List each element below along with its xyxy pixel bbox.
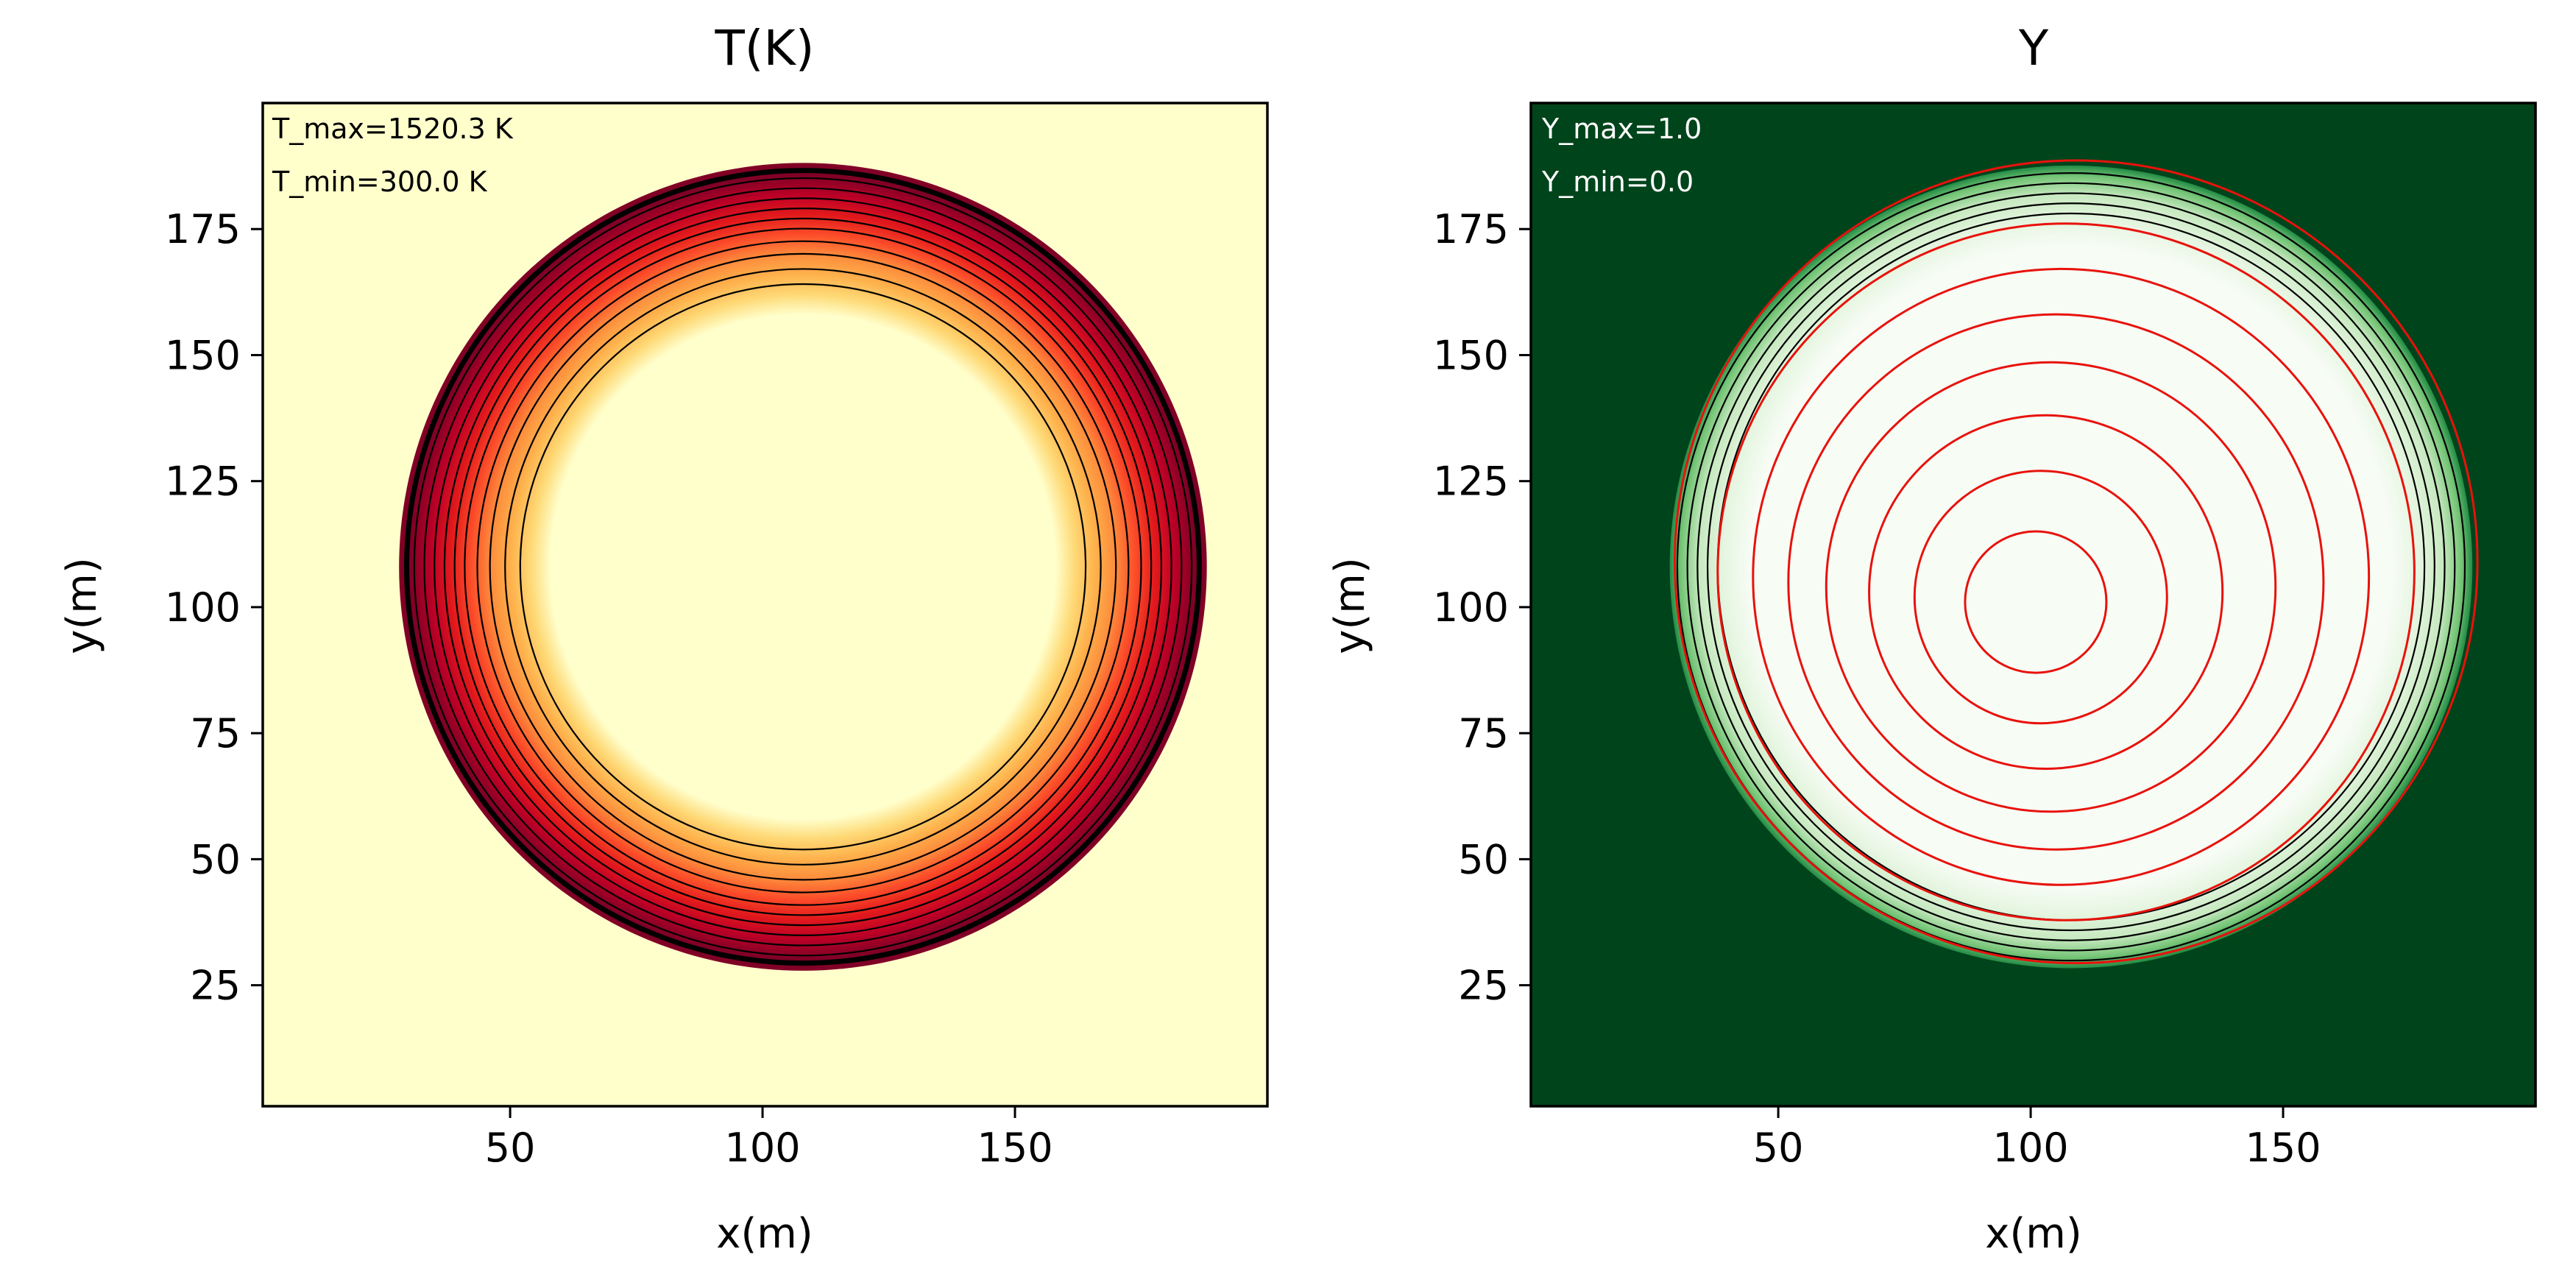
mass-fraction-x-axis-label: x(m) — [1985, 1210, 2081, 1258]
y-tick-label: 25 — [190, 963, 241, 1009]
mass-fraction-black-contour-2 — [1706, 202, 2435, 932]
y-tick-label: 175 — [1433, 206, 1509, 252]
y-tick-label: 50 — [190, 836, 241, 882]
temperature-front-contour — [403, 168, 1202, 966]
x-tick-label: 50 — [485, 1125, 536, 1171]
x-tick-label: 150 — [2245, 1125, 2321, 1171]
x-tick-label: 50 — [1753, 1125, 1804, 1171]
mass-fraction-red-contour-6 — [1752, 267, 2371, 886]
mass-fraction-red-contour-4 — [1825, 361, 2277, 813]
mass-fraction-black-contour-5 — [1676, 172, 2466, 962]
mass-fraction-x-ticks: 50 100 150 — [1753, 1106, 2321, 1171]
mass-fraction-black-contour-3 — [1696, 192, 2446, 941]
temperature-contour-1 — [519, 283, 1087, 851]
temperature-contour-4 — [476, 240, 1130, 894]
temperature-contour-10 — [413, 177, 1193, 957]
mass-fraction-red-contour-5 — [1787, 313, 2325, 851]
mass-fraction-red-contour-3 — [1868, 414, 2224, 770]
y-tick-label: 150 — [165, 332, 241, 378]
mass-fraction-y-axis-label: y(m) — [1326, 557, 1374, 654]
temperature-panel: 50 100 150 25 50 75 100 125 150 175 T(K) x(m) y(… — [58, 20, 1269, 1258]
plot-frame — [261, 102, 1269, 1108]
y-tick-label: 100 — [165, 584, 241, 631]
temperature-contour-6 — [453, 217, 1153, 916]
temperature-contour-2 — [504, 268, 1102, 866]
x-tick-label: 150 — [977, 1125, 1052, 1171]
temperature-contour-3 — [489, 252, 1117, 881]
mass-fraction-heatmap — [1529, 102, 2537, 1108]
mass-fraction-max-annotation: Y_max=1.0 — [1541, 113, 1702, 145]
y-tick-label: 50 — [1458, 836, 1509, 882]
temperature-hot-ring — [399, 163, 1207, 971]
mass-fraction-y-ticks: 25 50 75 100 125 150 175 — [1433, 206, 1531, 1009]
y-tick-label: 125 — [1433, 459, 1509, 505]
temperature-chart-title: T(K) — [714, 20, 814, 77]
mass-fraction-red-contour-7 — [1716, 222, 2416, 921]
temperature-y-axis-label: y(m) — [58, 557, 106, 654]
temperature-contour-9 — [423, 187, 1183, 946]
temperature-min-annotation: T_min=300.0 K — [272, 166, 488, 198]
temperature-heatmap — [261, 102, 1269, 1108]
temperature-contour-7 — [443, 208, 1163, 927]
mass-fraction-disc — [1669, 165, 2473, 969]
mass-fraction-red-contour-1 — [1964, 530, 2108, 674]
temperature-x-ticks: 50 100 150 — [485, 1106, 1053, 1171]
y-tick-label: 25 — [1458, 963, 1509, 1009]
mass-fraction-min-annotation: Y_min=0.0 — [1541, 166, 1694, 198]
mass-fraction-red-contour-8 — [1673, 159, 2479, 965]
y-tick-label: 150 — [1433, 332, 1509, 378]
plot-frame — [1529, 102, 2537, 1108]
y-tick-label: 75 — [1458, 710, 1509, 757]
temperature-contour-8 — [434, 197, 1172, 936]
x-tick-label: 100 — [1993, 1125, 2069, 1171]
y-tick-label: 75 — [190, 710, 241, 757]
x-tick-label: 100 — [725, 1125, 801, 1171]
temperature-contour-5 — [464, 227, 1142, 906]
y-tick-label: 100 — [1433, 584, 1509, 631]
mass-fraction-chart-title: Y — [2018, 20, 2049, 77]
y-tick-label: 125 — [165, 459, 241, 505]
temperature-x-axis-label: x(m) — [716, 1210, 813, 1258]
mass-fraction-black-contour-4 — [1686, 182, 2456, 952]
temperature-max-annotation: T_max=1520.3 K — [272, 113, 514, 145]
y-tick-label: 175 — [165, 206, 241, 252]
mass-fraction-red-contour-2 — [1913, 470, 2168, 725]
temperature-y-ticks: 25 50 75 100 125 150 175 — [165, 206, 263, 1009]
